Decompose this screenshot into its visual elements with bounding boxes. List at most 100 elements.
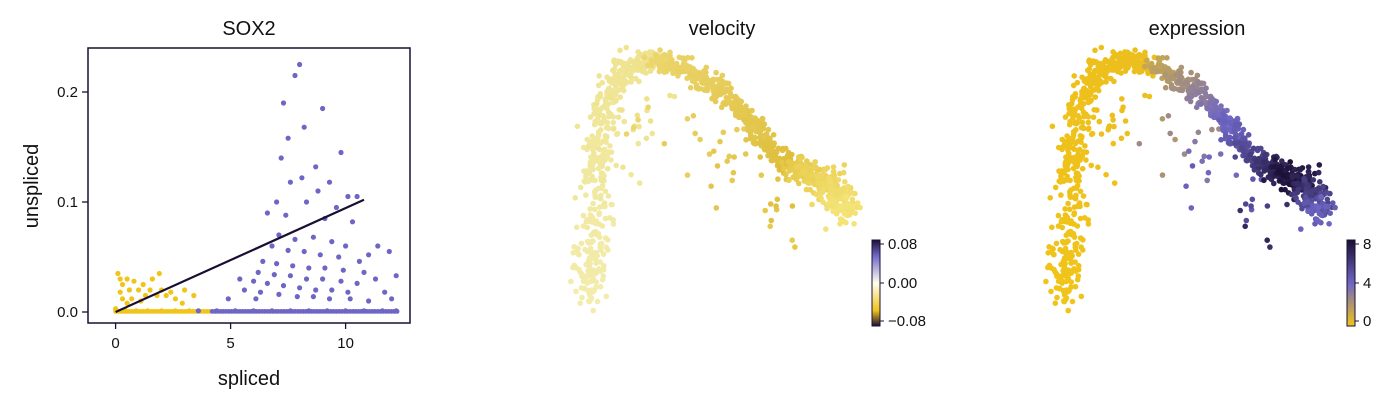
expression-point	[1206, 154, 1212, 160]
expression-colorbar	[1346, 239, 1356, 327]
velocity-point	[848, 203, 854, 210]
sox2-point	[278, 155, 284, 161]
expression-point	[1245, 132, 1252, 138]
expression-point	[1062, 273, 1068, 279]
velocity-point	[596, 110, 603, 116]
velocity-point	[628, 171, 634, 178]
expression-point	[1072, 283, 1079, 290]
velocity-point	[764, 144, 770, 151]
velocity-point	[757, 154, 763, 160]
sox2-point	[124, 276, 130, 282]
velocity-point	[607, 90, 613, 96]
expression-point	[1087, 91, 1094, 98]
expression-point	[1061, 240, 1067, 246]
velocity-point	[787, 152, 793, 158]
expression-point	[1090, 58, 1096, 64]
sox2-point	[343, 243, 349, 249]
velocity-point	[599, 182, 606, 189]
expression-point	[1101, 71, 1108, 78]
velocity-point	[617, 94, 624, 100]
sox2-point	[393, 308, 399, 314]
velocity-point	[628, 64, 635, 71]
sox2-point	[345, 289, 351, 295]
velocity-point	[786, 159, 793, 165]
velocity-colorbar	[871, 239, 881, 327]
velocity-point	[574, 224, 580, 231]
velocity-point	[847, 207, 853, 214]
velocity-point	[684, 172, 691, 178]
velocity-point	[573, 288, 579, 295]
expression-point	[1043, 278, 1049, 285]
sox2-point	[260, 258, 266, 264]
expression-point	[1065, 200, 1071, 207]
expression-point	[1238, 131, 1245, 137]
expression-point	[1116, 54, 1123, 61]
expression-point	[1303, 186, 1309, 192]
sox2-point	[237, 276, 243, 282]
expression-point	[1072, 259, 1078, 265]
velocity-point	[713, 69, 719, 76]
sox2-point	[269, 308, 275, 314]
expression-point	[1204, 177, 1210, 184]
velocity-point	[772, 151, 779, 158]
sox2-point	[379, 308, 385, 314]
expression-point	[1298, 226, 1304, 232]
velocity-point	[602, 235, 609, 241]
sox2-point	[280, 283, 287, 289]
expression-point	[1247, 151, 1254, 158]
expression-point	[1227, 119, 1233, 126]
velocity-point	[809, 201, 815, 208]
velocity-point	[581, 178, 587, 184]
sox2-x-label: spliced	[218, 368, 280, 390]
velocity-point	[724, 158, 730, 164]
expression-point	[1072, 268, 1079, 274]
velocity-point	[843, 193, 849, 200]
sox2-point	[349, 219, 356, 225]
expression-point	[1181, 151, 1188, 157]
velocity-point	[797, 163, 803, 170]
velocity-point	[607, 143, 613, 149]
sox2-point	[303, 276, 310, 282]
expression-point	[1271, 180, 1277, 187]
velocity-point	[649, 130, 656, 137]
sox2-point	[133, 308, 139, 314]
expression-point	[1225, 140, 1232, 146]
velocity-point	[607, 95, 614, 101]
velocity-point	[781, 165, 787, 171]
expression-point	[1233, 172, 1240, 178]
expression-point	[1176, 68, 1183, 74]
expression-point	[1054, 294, 1060, 301]
velocity-point	[584, 224, 591, 231]
expression-point	[1056, 178, 1062, 184]
expression-point	[1256, 165, 1262, 171]
velocity-point	[633, 75, 639, 82]
sox2-point	[292, 72, 298, 79]
velocity-point	[636, 123, 642, 130]
velocity-point	[620, 75, 626, 82]
sox2-point	[136, 287, 142, 293]
expression-point	[1253, 159, 1260, 166]
velocity-point	[803, 186, 810, 193]
expression-point	[1053, 240, 1060, 247]
sox2-point	[287, 179, 293, 185]
expression-point	[1072, 160, 1078, 166]
velocity-point	[840, 218, 847, 225]
expression-point	[1082, 90, 1088, 96]
expression-point	[1167, 130, 1173, 137]
sox2-point	[119, 296, 126, 302]
expression-point	[1304, 199, 1311, 206]
velocity-point	[829, 199, 836, 206]
expression-point	[1258, 171, 1264, 178]
sox2-point	[313, 164, 319, 170]
expression-point	[1312, 187, 1319, 193]
expression-point	[1239, 144, 1245, 151]
sox2-point	[375, 243, 381, 249]
sox2-point	[324, 308, 330, 314]
expression-point	[1146, 93, 1153, 100]
velocity-point	[783, 171, 789, 178]
velocity-point	[602, 215, 609, 222]
velocity-point	[710, 94, 716, 101]
expression-point	[1108, 75, 1114, 82]
expression-point	[1165, 113, 1172, 119]
velocity-point	[623, 44, 630, 51]
